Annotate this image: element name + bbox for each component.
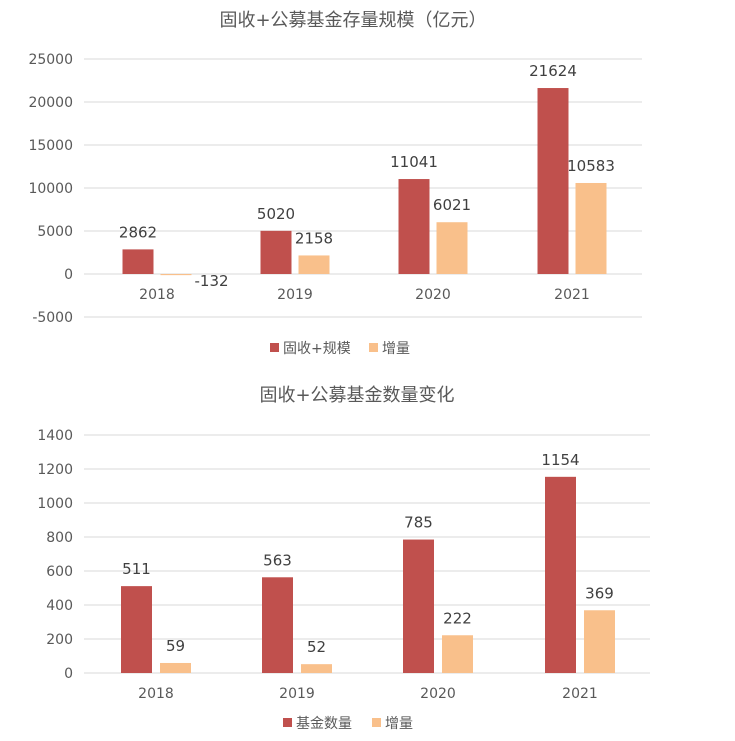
- x-tick-label: 2021: [554, 287, 590, 303]
- data-label: 10583: [567, 157, 615, 175]
- y-tick-label: 1000: [37, 496, 73, 512]
- data-label: 21624: [529, 62, 577, 80]
- y-tick-label: 600: [46, 564, 73, 580]
- y-tick-label: 200: [46, 632, 73, 648]
- bar-increment: [584, 610, 615, 673]
- x-tick-label: 2020: [415, 287, 451, 303]
- bar-increment: [160, 274, 192, 276]
- chart-fund-scale: 固收+公募基金存量规模（亿元） 25000 20000 15000 10000 5000 0…: [28, 10, 642, 357]
- bar-primary: [403, 539, 434, 673]
- legend-swatch: [369, 343, 378, 352]
- bar-increment: [442, 635, 473, 673]
- bar-increment: [301, 664, 332, 673]
- y-tick-label: 400: [46, 598, 73, 614]
- legend-swatch: [270, 343, 279, 352]
- bar-increment: [298, 255, 330, 274]
- data-label: 222: [443, 609, 472, 627]
- y-tick-label: 10000: [28, 181, 73, 197]
- y-tick-label: 1400: [37, 428, 73, 444]
- y-tick-label: 0: [64, 666, 73, 682]
- x-tick-label: 2018: [139, 287, 175, 303]
- data-label: 785: [404, 514, 433, 532]
- y-tick-label: -5000: [32, 310, 73, 326]
- x-tick-label: 2019: [279, 686, 315, 702]
- data-label: 5020: [257, 205, 295, 223]
- legend-swatch: [372, 718, 381, 727]
- x-tick-label: 2021: [562, 686, 598, 702]
- data-label: -132: [195, 272, 229, 290]
- bar-increment: [436, 222, 468, 274]
- legend-swatch: [283, 718, 292, 727]
- legend-label: 基金数量: [296, 715, 352, 732]
- y-tick-label: 20000: [28, 95, 73, 111]
- y-tick-label: 0: [64, 267, 73, 283]
- bar-primary: [398, 179, 430, 274]
- chart-fund-count: 固收+公募基金数量变化 1400 1200 1000 800 600 400 200 0 511 5…: [37, 385, 650, 732]
- y-tick-label: 15000: [28, 138, 73, 154]
- bar-primary: [537, 88, 569, 274]
- y-tick-label: 800: [46, 530, 73, 546]
- bar-primary: [122, 249, 154, 274]
- data-label: 563: [263, 551, 292, 569]
- bar-primary: [262, 577, 293, 673]
- y-tick-label: 1200: [37, 462, 73, 478]
- legend-label: 增量: [385, 716, 413, 732]
- bar-increment: [575, 182, 607, 274]
- bar-increment: [160, 662, 191, 673]
- bar-primary: [260, 230, 292, 274]
- data-label: 2862: [119, 223, 157, 241]
- x-tick-label: 2020: [420, 686, 456, 702]
- data-label: 369: [585, 584, 614, 602]
- data-label: 511: [122, 560, 151, 578]
- data-label: 6021: [433, 196, 471, 214]
- data-label: 11041: [390, 153, 438, 171]
- legend-label: 增量: [382, 341, 410, 357]
- data-label: 2158: [295, 229, 333, 247]
- data-label: 52: [307, 638, 326, 656]
- x-tick-label: 2019: [277, 287, 313, 303]
- data-label: 1154: [541, 451, 579, 469]
- chart-title: 固收+公募基金存量规模（亿元）: [219, 10, 486, 31]
- data-label: 59: [166, 637, 185, 655]
- chart-title: 固收+公募基金数量变化: [259, 385, 454, 406]
- bar-primary: [121, 586, 152, 673]
- x-tick-label: 2018: [138, 686, 174, 702]
- legend-label: 固收+规模: [283, 341, 351, 357]
- y-tick-label: 25000: [28, 52, 73, 68]
- bar-primary: [545, 476, 576, 673]
- y-tick-label: 5000: [37, 224, 73, 240]
